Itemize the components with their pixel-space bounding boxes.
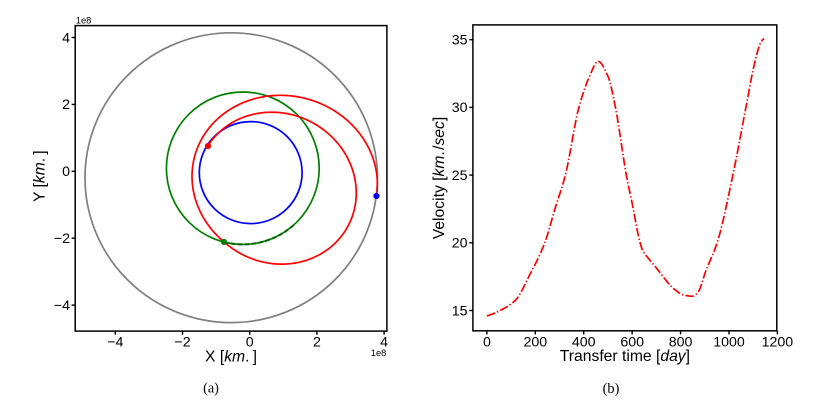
svg-text:4: 4 <box>62 30 70 46</box>
svg-text:Y [km. ]: Y [km. ] <box>31 150 48 202</box>
svg-text:400: 400 <box>572 335 596 351</box>
svg-text:20: 20 <box>452 236 468 252</box>
svg-text:Velocity [km. /sec]: Velocity [km. /sec] <box>431 117 448 240</box>
svg-text:(b): (b) <box>603 381 620 397</box>
svg-text:Transfer time [day]: Transfer time [day] <box>560 348 690 365</box>
svg-text:1e8: 1e8 <box>76 16 92 26</box>
svg-text:4: 4 <box>380 335 388 351</box>
svg-text:25: 25 <box>452 168 468 184</box>
svg-text:(a): (a) <box>203 381 219 397</box>
svg-text:0: 0 <box>62 164 70 180</box>
svg-text:X [km. ]: X [km. ] <box>205 348 257 365</box>
svg-text:−2: −2 <box>54 231 70 247</box>
svg-text:15: 15 <box>452 303 468 319</box>
svg-text:30: 30 <box>452 100 468 116</box>
svg-text:200: 200 <box>523 335 547 351</box>
svg-text:−2: −2 <box>174 335 190 351</box>
svg-text:600: 600 <box>620 335 644 351</box>
svg-text:1200: 1200 <box>762 335 794 351</box>
svg-text:0: 0 <box>246 335 254 351</box>
svg-text:800: 800 <box>669 335 693 351</box>
svg-text:2: 2 <box>313 335 321 351</box>
svg-text:2: 2 <box>62 97 70 113</box>
svg-text:−4: −4 <box>54 298 70 314</box>
svg-text:1e8: 1e8 <box>371 348 387 358</box>
svg-text:1000: 1000 <box>713 335 745 351</box>
svg-text:35: 35 <box>452 33 468 49</box>
svg-text:−4: −4 <box>107 335 123 351</box>
svg-text:0: 0 <box>483 335 491 351</box>
